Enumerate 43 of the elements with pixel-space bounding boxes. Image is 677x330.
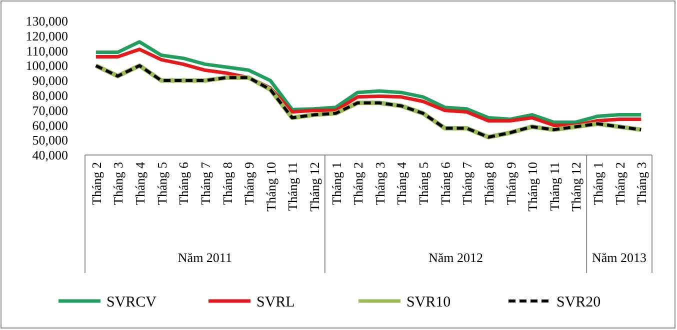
y-tick-label: 50,000 — [32, 132, 68, 148]
x-tick-label: Tháng 3 — [110, 162, 126, 205]
y-tick-label: 80,000 — [32, 88, 68, 103]
x-tick-label: Tháng 4 — [132, 162, 148, 205]
text: Năm 2012 — [428, 250, 483, 265]
x-tick-label: Tháng 5 — [416, 162, 432, 205]
x-tick-label: Tháng 12 — [306, 162, 322, 212]
x-tick-label: Tháng 10 — [263, 162, 278, 212]
x-tick-label: Tháng 1 — [590, 162, 606, 205]
x-tick-label: Tháng 9 — [242, 162, 257, 205]
x-tick-label: Tháng 6 — [438, 162, 453, 205]
x-tick-label: Tháng 2 — [612, 162, 628, 205]
y-tick-label: 110,000 — [26, 43, 68, 58]
x-tick-label: Tháng 4 — [394, 162, 410, 205]
x-tick-label: Tháng 7 — [198, 162, 213, 205]
y-tick-label: 100,000 — [26, 58, 68, 74]
x-tick-label: Tháng 3 — [372, 162, 388, 205]
x-tick-label: Tháng 11 — [285, 162, 300, 211]
y-tick-label: 70,000 — [32, 102, 68, 118]
legend-label: SVR20 — [556, 294, 601, 310]
x-tick-label: Tháng 7 — [460, 162, 475, 205]
x-tick-label: Tháng 2 — [350, 162, 366, 205]
text: Năm 2013 — [592, 250, 647, 265]
y-tick-label: 120,000 — [26, 28, 68, 44]
x-tick-label: Tháng 5 — [154, 162, 170, 205]
x-tick-label: Tháng 8 — [220, 162, 235, 205]
x-tick-label: Tháng 11 — [546, 162, 562, 211]
legend-label: SVRCV — [106, 294, 157, 310]
x-tick-label: Tháng 12 — [568, 162, 584, 212]
y-tick-label: 60,000 — [32, 118, 68, 133]
x-tick-label: Tháng 6 — [176, 162, 192, 205]
legend-label: SVR10 — [406, 294, 451, 310]
x-tick-label: Tháng 10 — [525, 162, 540, 212]
y-tick-label: 90,000 — [32, 73, 68, 88]
text: Năm 2011 — [178, 250, 232, 265]
x-tick-label: Tháng 2 — [88, 162, 104, 205]
x-tick-label: Tháng 3 — [634, 162, 650, 205]
y-tick-label: 130,000 — [26, 14, 68, 29]
x-tick-label: Tháng 9 — [503, 162, 518, 205]
y-tick-label: 40,000 — [32, 148, 68, 163]
x-tick-label: Tháng 1 — [328, 162, 344, 205]
x-tick-label: Tháng 8 — [481, 162, 496, 205]
legend-label: SVRL — [256, 294, 295, 310]
